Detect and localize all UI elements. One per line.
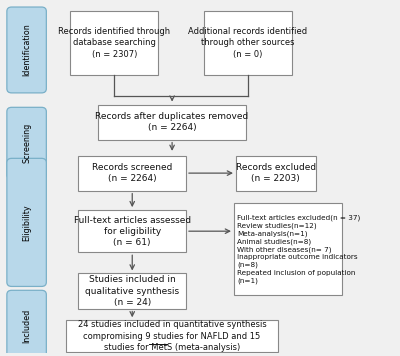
Text: Records screened
(n = 2264): Records screened (n = 2264): [92, 163, 172, 183]
Text: Additional records identified
through other sources
(n = 0): Additional records identified through ot…: [188, 27, 307, 58]
FancyBboxPatch shape: [7, 290, 46, 356]
FancyBboxPatch shape: [70, 11, 158, 75]
FancyBboxPatch shape: [236, 156, 316, 191]
FancyBboxPatch shape: [78, 156, 186, 191]
FancyBboxPatch shape: [78, 273, 186, 309]
Text: Full-text articles excluded(n = 37)
Review studies(n=12)
Meta-analysis(n=1)
Anim: Full-text articles excluded(n = 37) Revi…: [237, 214, 360, 283]
Text: Studies included in
qualitative synthesis
(n = 24): Studies included in qualitative synthesi…: [85, 276, 179, 307]
FancyBboxPatch shape: [7, 7, 46, 93]
FancyBboxPatch shape: [78, 210, 186, 252]
FancyBboxPatch shape: [234, 203, 342, 294]
Text: Identification: Identification: [22, 23, 31, 76]
Text: Full-text articles assessed
for eligibility
(n = 61): Full-text articles assessed for eligibil…: [74, 216, 191, 247]
FancyBboxPatch shape: [204, 11, 292, 75]
Text: Included: Included: [22, 309, 31, 343]
Text: Screening: Screening: [22, 123, 31, 163]
Text: Records after duplicates removed
(n = 2264): Records after duplicates removed (n = 22…: [96, 112, 249, 132]
Text: 24 studies included in quantitative synthesis
compromising 9 studies for NAFLD a: 24 studies included in quantitative synt…: [78, 320, 266, 352]
Text: Eligibility: Eligibility: [22, 204, 31, 241]
FancyBboxPatch shape: [7, 158, 46, 287]
FancyBboxPatch shape: [66, 320, 278, 352]
FancyBboxPatch shape: [98, 105, 246, 140]
FancyBboxPatch shape: [7, 107, 46, 179]
Text: Records identified through
database searching
(n = 2307): Records identified through database sear…: [58, 27, 170, 58]
Text: Records excluded
(n = 2203): Records excluded (n = 2203): [236, 163, 316, 183]
